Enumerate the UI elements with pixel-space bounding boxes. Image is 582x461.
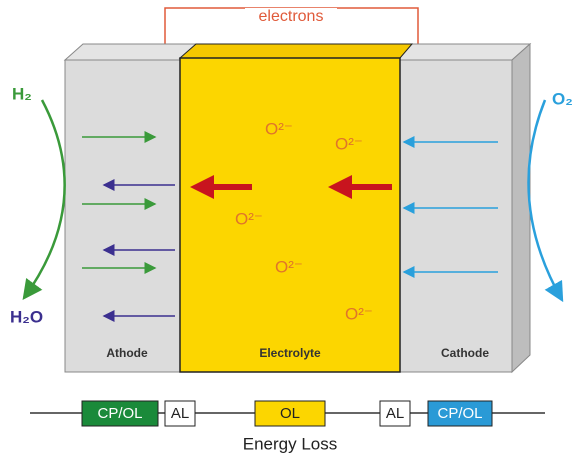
loss-label: CP/OL [437, 405, 482, 422]
o2-label: O₂ [552, 89, 573, 108]
loss-label: CP/OL [97, 405, 142, 422]
loss-label: AL [386, 405, 404, 422]
cathode [400, 60, 512, 372]
loss-label: OL [280, 405, 300, 422]
ion-label: O²⁻ [345, 304, 373, 323]
loss-caption: Energy Loss [243, 434, 338, 453]
region-label: Electrolyte [259, 346, 321, 360]
ion-label: O²⁻ [235, 209, 263, 228]
h2-curve [24, 100, 65, 298]
fuel-cell-diagram: electrons H₂ H₂O O₂ O²⁻ O²⁻ O²⁻ O²⁻ O²⁻ … [0, 0, 582, 461]
h2-label: H₂ [12, 84, 32, 103]
ion-label: O²⁻ [275, 257, 303, 276]
electrolyte [180, 58, 400, 372]
ion-label: O²⁻ [265, 119, 293, 138]
h2o-label: H₂O [10, 307, 43, 326]
region-label: Athode [106, 346, 148, 360]
loss-label: AL [171, 405, 189, 422]
ion-label: O²⁻ [335, 134, 363, 153]
anode [65, 60, 180, 372]
o2-curve [529, 100, 562, 300]
electrolyte-top [180, 44, 412, 58]
side-face [512, 44, 530, 372]
region-label: Cathode [441, 346, 489, 360]
electrons-label: electrons [259, 8, 324, 25]
